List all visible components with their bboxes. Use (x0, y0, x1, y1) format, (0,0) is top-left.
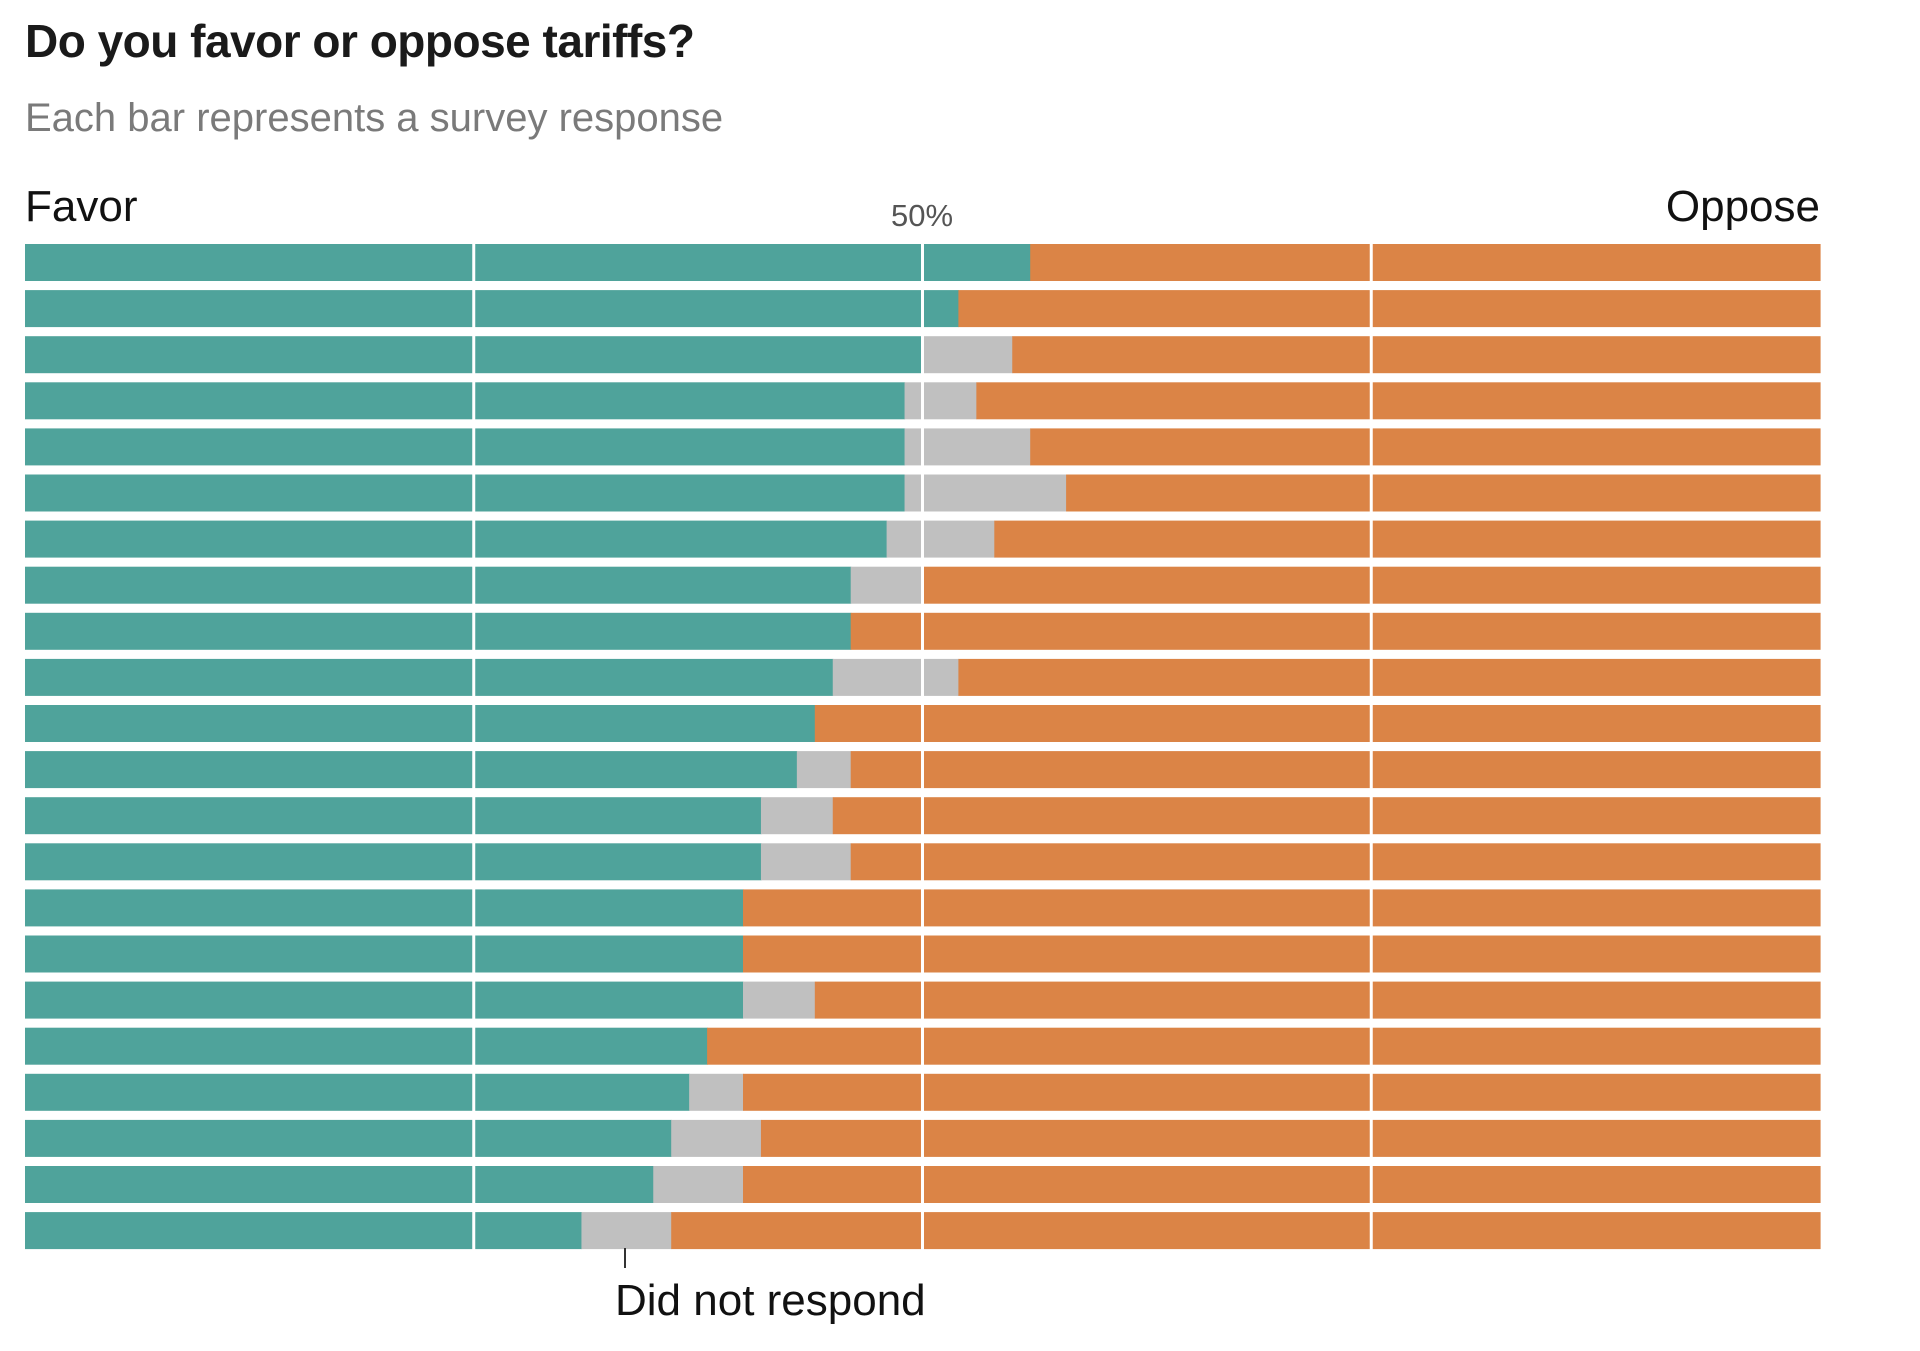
chart-title: Do you favor or oppose tariffs? (25, 15, 695, 67)
bar-segment-oppose (1066, 474, 1821, 512)
bar-segment-oppose (850, 843, 1821, 881)
bar-segment-oppose (832, 797, 1821, 835)
bar-segment-no-response (760, 797, 834, 835)
bar-segment-oppose (850, 612, 1821, 650)
bar-segment-favor (25, 474, 906, 512)
survey-response-bar-1 (25, 244, 1821, 281)
bar-segment-oppose (760, 1119, 1821, 1157)
bar-segment-no-response (904, 428, 1031, 466)
annotation-pointer (624, 1248, 626, 1268)
bar-segment-no-response (850, 566, 924, 604)
bar-segment-favor (25, 382, 906, 420)
x-tick-label-50: 50% (890, 198, 954, 233)
bar-segment-oppose (994, 520, 1821, 558)
bar-segment-no-response (796, 751, 852, 789)
bar-segment-oppose (1012, 336, 1821, 374)
chart-subtitle: Each bar represents a survey response (25, 96, 724, 140)
bar-segment-no-response (743, 981, 816, 1019)
bar-segment-favor (25, 797, 762, 835)
bar-segment-oppose (707, 1027, 1821, 1065)
bar-segment-no-response (904, 382, 977, 420)
bar-segment-oppose (976, 382, 1821, 420)
bar-segment-favor (25, 612, 852, 650)
bar-segment-oppose (743, 935, 1821, 973)
bar-segment-favor (25, 1027, 708, 1065)
survey-response-bar-12 (25, 751, 1821, 789)
bar-segment-no-response (671, 1119, 762, 1157)
survey-response-bar-10 (25, 658, 1821, 696)
bar-segment-oppose (958, 290, 1821, 328)
survey-response-bar-9 (25, 612, 1821, 650)
bar-segment-favor (25, 520, 888, 558)
bar-segment-favor (25, 290, 959, 328)
bar-segment-no-response (689, 1073, 744, 1111)
bar-segment-no-response (832, 658, 959, 696)
bar-segment-favor (25, 751, 798, 789)
bar-segment-favor (25, 889, 744, 927)
bar-segment-favor (25, 935, 744, 973)
bar-segment-oppose (958, 658, 1821, 696)
survey-response-bar-5 (25, 428, 1821, 466)
survey-response-bar-14 (25, 843, 1821, 881)
survey-response-bar-2 (25, 290, 1821, 328)
bar-segment-favor (25, 566, 852, 604)
bar-segment-oppose (743, 889, 1821, 927)
survey-response-bar-22 (25, 1212, 1821, 1250)
bar-segment-favor (25, 244, 1031, 281)
did-not-respond-annotation: Did not respond (615, 1276, 926, 1325)
bar-segment-favor (25, 658, 834, 696)
bar-segment-favor (25, 428, 906, 466)
survey-response-bar-6 (25, 474, 1821, 512)
bar-segment-no-response (922, 336, 1013, 374)
bar-segment-no-response (760, 843, 852, 881)
survey-response-bar-20 (25, 1119, 1821, 1157)
bar-segment-oppose (743, 1166, 1821, 1203)
bar-segment-no-response (653, 1166, 744, 1203)
bar-segment-oppose (850, 751, 1821, 789)
bar-segment-favor (25, 981, 744, 1019)
survey-response-bar-17 (25, 981, 1821, 1019)
bar-segment-no-response (886, 520, 995, 558)
bar-segment-no-response (581, 1212, 672, 1250)
bar-segment-oppose (814, 705, 1821, 742)
bar-segment-oppose (1030, 428, 1821, 466)
survey-response-bar-13 (25, 797, 1821, 835)
bar-segment-favor (25, 1119, 672, 1157)
bar-segment-oppose (1030, 244, 1821, 281)
survey-response-bar-11 (25, 705, 1821, 742)
favor-label: Favor (25, 182, 138, 231)
survey-response-bar-7 (25, 520, 1821, 558)
bar-segment-favor (25, 1166, 654, 1203)
bar-segment-oppose (671, 1212, 1821, 1250)
bar-segment-oppose (743, 1073, 1821, 1111)
oppose-label: Oppose (1665, 182, 1820, 231)
bar-segment-favor (25, 1073, 690, 1111)
bar-segment-favor (25, 843, 762, 881)
bar-segment-no-response (904, 474, 1067, 512)
survey-response-bar-4 (25, 382, 1821, 420)
survey-response-bar-18 (25, 1027, 1821, 1065)
bar-segment-favor (25, 1212, 583, 1250)
bar-segment-oppose (814, 981, 1821, 1019)
bar-segment-favor (25, 705, 816, 742)
